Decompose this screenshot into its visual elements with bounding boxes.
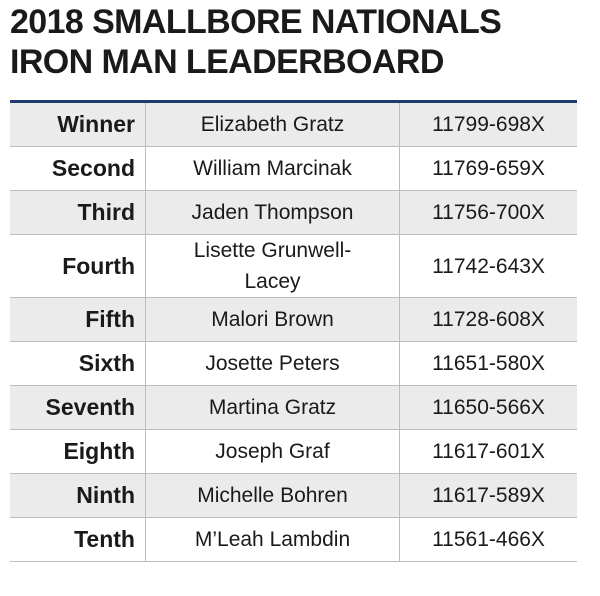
rank-cell: Tenth xyxy=(10,517,146,562)
name-text: Jaden Thompson xyxy=(191,201,354,224)
score-cell: 11728-608X xyxy=(399,297,577,342)
score-cell: 11769-659X xyxy=(399,146,577,191)
rank-text: Sixth xyxy=(78,350,135,376)
name-text: Malori Brown xyxy=(211,308,334,331)
name-text: M’Leah Lambdin xyxy=(194,528,351,551)
name-cell: M’Leah Lambdin xyxy=(145,517,400,562)
rank-cell: Third xyxy=(10,190,146,235)
table-row: Fourth Lisette Grunwell-Lacey 11742-643X xyxy=(10,234,577,298)
name-cell: Elizabeth Gratz xyxy=(145,103,400,147)
rank-cell: Second xyxy=(10,146,146,191)
name-text: Elizabeth Gratz xyxy=(200,113,345,136)
score-cell: 11561-466X xyxy=(399,517,577,562)
score-cell: 11651-580X xyxy=(399,341,577,386)
score-cell: 11650-566X xyxy=(399,385,577,430)
table-row: Third Jaden Thompson 11756-700X xyxy=(10,190,577,235)
table-row: Second William Marcinak 11769-659X xyxy=(10,146,577,191)
rank-cell: Sixth xyxy=(10,341,146,386)
score-text: 11650-566X xyxy=(432,396,545,419)
rank-text: Winner xyxy=(57,111,135,137)
score-text: 11561-466X xyxy=(432,528,545,551)
rank-text: Tenth xyxy=(74,526,135,552)
name-cell: Joseph Graf xyxy=(145,429,400,474)
name-text: Martina Gratz xyxy=(208,396,337,419)
title: 2018 SMALLBORE NATIONALS IRON MAN LEADER… xyxy=(10,2,595,82)
title-line: IRON MAN LEADERBOARD xyxy=(10,43,444,81)
score-text: 11756-700X xyxy=(432,201,545,224)
score-text: 11617-589X xyxy=(432,484,545,507)
table-row: Ninth Michelle Bohren 11617-589X xyxy=(10,473,577,518)
name-cell: William Marcinak xyxy=(145,146,400,191)
rank-cell: Eighth xyxy=(10,429,146,474)
name-cell: Lisette Grunwell-Lacey xyxy=(145,234,400,298)
score-text: 11651-580X xyxy=(432,352,545,375)
table-row: Eighth Joseph Graf 11617-601X xyxy=(10,429,577,474)
name-text: Josette Peters xyxy=(205,352,340,375)
name-cell: Martina Gratz xyxy=(145,385,400,430)
rank-text: Second xyxy=(51,155,135,181)
rank-cell: Fifth xyxy=(10,297,146,342)
score-cell: 11799-698X xyxy=(399,103,577,147)
score-cell: 11756-700X xyxy=(399,190,577,235)
table-row: Seventh Martina Gratz 11650-566X xyxy=(10,385,577,430)
score-text: 11769-659X xyxy=(432,157,545,180)
table-row: Sixth Josette Peters 11651-580X xyxy=(10,341,577,386)
name-text: Lisette Grunwell-Lacey xyxy=(193,239,352,293)
rank-text: Fifth xyxy=(85,306,135,332)
name-cell: Josette Peters xyxy=(145,341,400,386)
rank-text: Ninth xyxy=(76,482,135,508)
name-cell: Malori Brown xyxy=(145,297,400,342)
score-text: 11617-601X xyxy=(432,440,545,463)
table-row: Tenth M’Leah Lambdin 11561-466X xyxy=(10,517,577,562)
rank-cell: Fourth xyxy=(10,234,146,298)
name-text: Michelle Bohren xyxy=(197,484,348,507)
leaderboard-table: Winner Elizabeth Gratz 11799-698X Second Wil… xyxy=(10,103,577,562)
name-text: William Marcinak xyxy=(193,157,352,180)
rank-text: Fourth xyxy=(62,252,135,279)
rank-cell: Winner xyxy=(10,103,146,147)
table-row: Fifth Malori Brown 11728-608X xyxy=(10,297,577,342)
table-row: Winner Elizabeth Gratz 11799-698X xyxy=(10,103,577,147)
rank-cell: Ninth xyxy=(10,473,146,518)
name-text: Joseph Graf xyxy=(215,440,330,463)
rank-text: Third xyxy=(77,199,136,225)
rank-text: Eighth xyxy=(63,438,135,464)
score-cell: 11617-589X xyxy=(399,473,577,518)
rank-text: Seventh xyxy=(45,394,135,420)
score-text: 11799-698X xyxy=(432,113,545,136)
score-cell: 11617-601X xyxy=(399,429,577,474)
rank-cell: Seventh xyxy=(10,385,146,430)
name-cell: Michelle Bohren xyxy=(145,473,400,518)
score-cell: 11742-643X xyxy=(399,234,577,298)
name-cell: Jaden Thompson xyxy=(145,190,400,235)
score-text: 11728-608X xyxy=(432,308,545,331)
title-line: 2018 SMALLBORE NATIONALS xyxy=(10,3,502,41)
score-text: 11742-643X xyxy=(432,254,545,278)
header-rule xyxy=(10,100,577,103)
